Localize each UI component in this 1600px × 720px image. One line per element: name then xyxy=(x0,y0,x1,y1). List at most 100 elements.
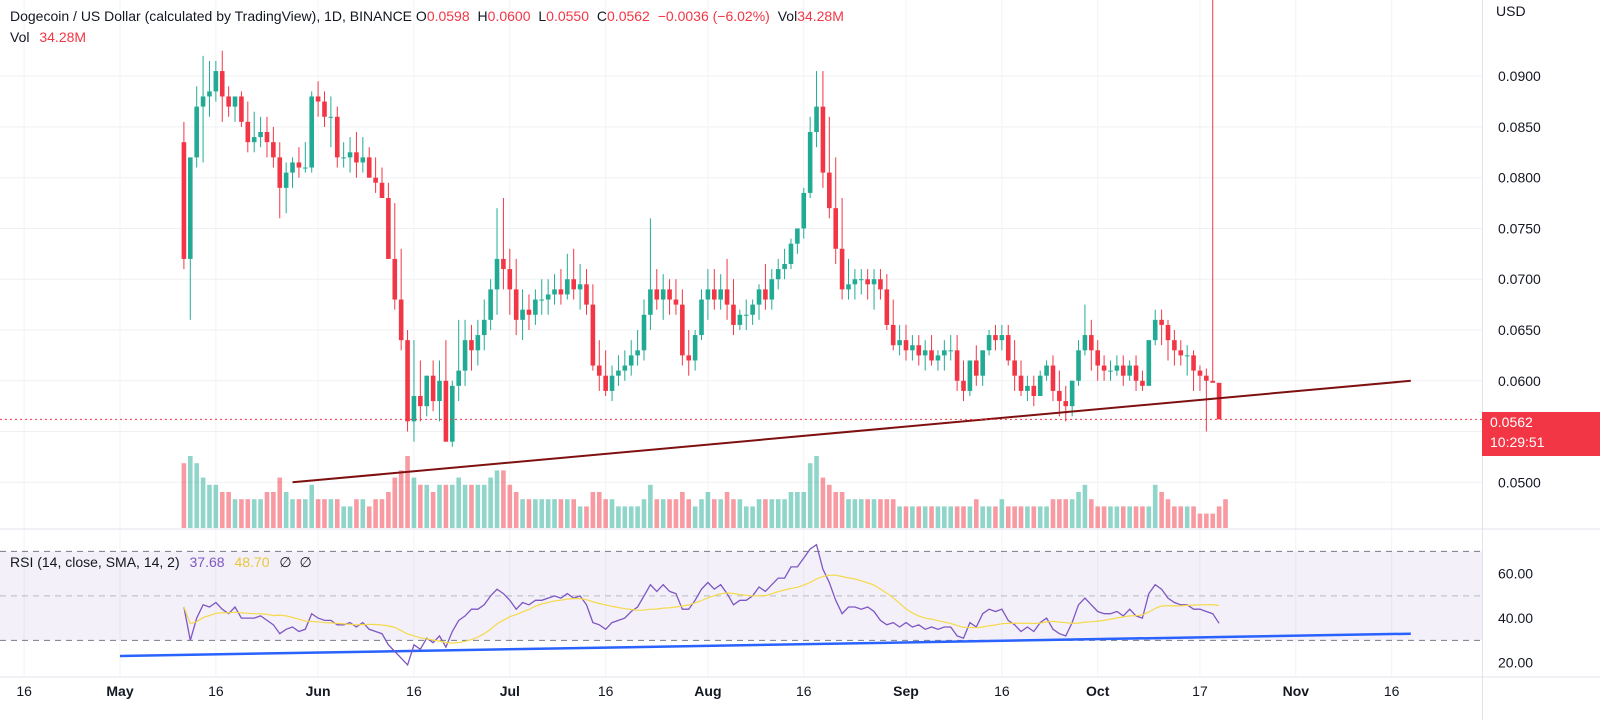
candle-body xyxy=(750,304,755,315)
rsi-legend-sma: 48.70 xyxy=(234,554,270,570)
candle xyxy=(290,157,295,188)
legend-close: 0.0562 xyxy=(607,8,650,24)
candle-body xyxy=(213,71,219,92)
candle xyxy=(660,274,666,320)
candle xyxy=(1069,380,1075,417)
volume-bar xyxy=(239,499,244,528)
candle xyxy=(1095,340,1101,381)
legend-change: −0.0036 (−6.02%) xyxy=(657,8,770,24)
candle-body xyxy=(731,304,736,325)
rsi-legend-glyph-1: ∅ xyxy=(279,554,292,570)
volume-bar xyxy=(846,499,851,528)
legend-open: 0.0598 xyxy=(426,8,470,24)
candle xyxy=(750,299,755,325)
rsi-legend[interactable]: RSI (14, close, SMA, 14, 2) 37.68 48.70 … xyxy=(10,554,312,571)
candle xyxy=(814,71,819,148)
candle xyxy=(967,360,973,396)
volume-bar xyxy=(1095,506,1101,528)
candle-body xyxy=(718,289,723,300)
candle-body xyxy=(200,96,206,107)
candle xyxy=(264,116,270,158)
volume-bar xyxy=(871,499,877,528)
volume-bar xyxy=(833,492,839,528)
time-tick-label: Nov xyxy=(1283,683,1310,699)
candle-body xyxy=(360,157,366,163)
volume-bar xyxy=(699,499,704,528)
candle-body xyxy=(558,289,564,295)
volume-bar xyxy=(1146,506,1152,528)
rsi-tick-label: 40.00 xyxy=(1498,610,1533,626)
volume-bar xyxy=(1165,499,1171,528)
volume-bar xyxy=(341,506,346,528)
candle-body xyxy=(993,335,998,341)
candle xyxy=(954,335,960,391)
candle xyxy=(513,258,519,336)
candle xyxy=(501,198,506,290)
candle-body xyxy=(711,289,717,300)
candle-body xyxy=(1184,355,1190,357)
candle-body xyxy=(392,258,398,300)
volume-legend-value: 34.28M xyxy=(39,29,87,45)
candle-body xyxy=(1012,360,1017,376)
candle xyxy=(890,299,896,351)
candle xyxy=(251,111,257,153)
candle xyxy=(961,360,966,402)
candle xyxy=(1197,365,1203,391)
candle xyxy=(430,360,436,412)
candle xyxy=(328,96,334,148)
legend-vol-key: Vol xyxy=(777,8,798,24)
candle-body xyxy=(290,162,295,173)
candle-body xyxy=(488,289,493,320)
candle-body xyxy=(315,96,321,102)
candle-body xyxy=(513,289,519,320)
volume-bar xyxy=(1184,506,1190,528)
candle xyxy=(1005,324,1011,366)
volume-bar xyxy=(181,463,187,528)
volume-bar xyxy=(187,456,193,528)
volume-bar xyxy=(839,492,845,528)
candle xyxy=(379,167,385,198)
candle-body xyxy=(584,284,589,305)
volume-bar xyxy=(1025,506,1030,528)
candle-body xyxy=(437,380,442,402)
price-tick-label: 0.0800 xyxy=(1498,170,1541,186)
volume-bar xyxy=(398,470,404,528)
volume-bar xyxy=(1057,499,1062,528)
volume-legend[interactable]: Vol 34.28M xyxy=(10,29,86,45)
volume-bar xyxy=(1172,506,1177,528)
candle xyxy=(1133,355,1139,391)
legend-symbol: Dogecoin / US Dollar (calculated by Trad… xyxy=(10,8,413,24)
volume-bar xyxy=(456,477,461,528)
candle-body xyxy=(219,71,225,97)
volume-bar xyxy=(277,477,283,528)
candle-body xyxy=(622,365,628,371)
candle xyxy=(373,157,378,193)
volume-bar xyxy=(903,506,909,528)
candle-body xyxy=(1018,375,1024,391)
volume-bar xyxy=(577,506,583,528)
candle-body xyxy=(418,396,423,407)
candle xyxy=(437,360,442,422)
candle-body xyxy=(795,228,800,244)
candle-body xyxy=(379,182,385,198)
volume-bar xyxy=(334,499,340,528)
candle xyxy=(1120,355,1126,386)
candle-body xyxy=(788,243,794,264)
candle xyxy=(309,91,315,173)
candle-body xyxy=(494,258,500,290)
volume-bar xyxy=(1069,499,1075,528)
candle xyxy=(1146,340,1152,386)
volume-bar xyxy=(1012,506,1017,528)
candle xyxy=(469,324,474,371)
candle-body xyxy=(354,152,359,163)
candle xyxy=(775,258,781,290)
price-axis-unit[interactable]: USD xyxy=(1496,3,1526,19)
candle-body xyxy=(1031,385,1037,396)
candle-body xyxy=(1037,375,1043,396)
candle-body xyxy=(973,360,979,376)
volume-bar xyxy=(897,506,902,528)
volume-bar xyxy=(878,499,883,528)
candle xyxy=(481,299,487,351)
candle xyxy=(1012,340,1017,391)
